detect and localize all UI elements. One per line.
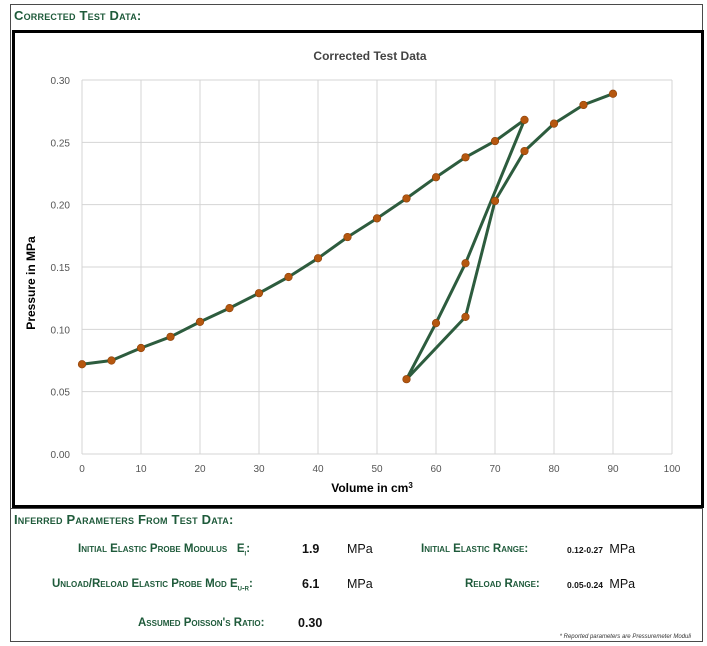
section-title-parameters: Inferred Parameters From Test Data: (14, 512, 234, 527)
reload-modulus-value: 6.1 (302, 577, 320, 591)
line-chart: Corrected Test Data 0.00 0.05 0.10 0.15 0.20… (24, 49, 681, 495)
x-axis-label: Volume in cm3 (331, 481, 413, 495)
x-tick-label: 0 (79, 464, 85, 475)
x-tick-label: 60 (430, 464, 442, 475)
y-tick-label: 0.15 (51, 263, 71, 274)
data-point (195, 317, 205, 326)
data-point (520, 115, 529, 124)
reload-range: 0.05-0.24 MPa (567, 577, 635, 591)
data-point (579, 100, 588, 110)
data-point (520, 146, 529, 156)
chart-container: Corrected Test Data 0.00 0.05 0.10 0.15 0.20… (12, 30, 704, 508)
data-point (402, 375, 411, 384)
data-point (431, 319, 441, 328)
initial-range-label: Initial Elastic Range: (421, 543, 529, 555)
data-point (313, 254, 323, 263)
data-point (608, 89, 618, 98)
data-point (107, 356, 116, 365)
y-tick-labels: 0.00 0.05 0.10 0.15 0.20 0.25 0.30 (51, 76, 71, 461)
grid-lines (81, 79, 673, 455)
y-tick-label: 0.30 (51, 76, 71, 87)
x-tick-label: 20 (194, 464, 206, 475)
y-tick-label: 0.05 (51, 388, 71, 399)
initial-range-value: 0.12-0.27 (567, 545, 603, 555)
data-point (372, 214, 382, 223)
y-tick-label: 0.10 (51, 325, 71, 336)
x-tick-label: 30 (253, 464, 265, 475)
y-axis-label: Pressure in MPa (24, 236, 38, 330)
initial-modulus-value: 1.9 (302, 542, 320, 556)
data-point (490, 196, 500, 206)
poisson-value: 0.30 (298, 616, 323, 630)
y-tick-label: 0.25 (51, 138, 71, 149)
x-tick-label: 10 (135, 464, 147, 475)
initial-range-unit: MPa (609, 542, 636, 556)
data-point (549, 119, 559, 128)
data-point (254, 289, 264, 298)
x-tick-label: 90 (607, 464, 619, 475)
data-point (402, 194, 411, 203)
reload-range-unit: MPa (609, 577, 636, 591)
y-tick-label: 0.00 (51, 450, 71, 461)
section-title-corrected-data: Corrected Test Data: (14, 8, 142, 23)
data-markers (77, 89, 618, 384)
initial-range: 0.12-0.27 MPa (567, 542, 635, 556)
data-point (166, 332, 175, 341)
data-point (461, 312, 470, 321)
data-point (431, 173, 441, 182)
x-tick-label: 100 (664, 464, 681, 475)
y-tick-label: 0.20 (51, 201, 71, 212)
x-tick-label: 50 (371, 464, 383, 475)
data-point (343, 232, 352, 242)
footnote: * Reported parameters are Pressuremeter … (559, 634, 691, 640)
initial-modulus-unit: MPa (347, 542, 373, 556)
chart-title: Corrected Test Data (313, 49, 426, 63)
x-tick-label: 70 (489, 464, 501, 475)
data-point (225, 304, 234, 313)
data-point (77, 360, 87, 369)
data-point (461, 153, 470, 162)
data-point (136, 343, 146, 353)
data-point (284, 272, 293, 282)
reload-modulus-label: Unload/Reload Elastic Probe Mod Eu-r: (52, 578, 253, 593)
divider (10, 508, 703, 509)
x-tick-label: 40 (312, 464, 324, 475)
poisson-label: Assumed Poisson's Ratio: (138, 617, 265, 629)
x-tick-labels: 0 10 20 30 40 50 60 70 80 90 100 (79, 464, 681, 475)
data-point (490, 136, 500, 146)
initial-modulus-label: Initial Elastic Probe Modulus Ei: (78, 543, 251, 558)
data-point (461, 259, 470, 268)
x-tick-label: 80 (548, 464, 560, 475)
reload-modulus-unit: MPa (347, 577, 373, 591)
reload-range-label: Reload Range: (465, 578, 540, 590)
reload-range-value: 0.05-0.24 (567, 580, 603, 590)
